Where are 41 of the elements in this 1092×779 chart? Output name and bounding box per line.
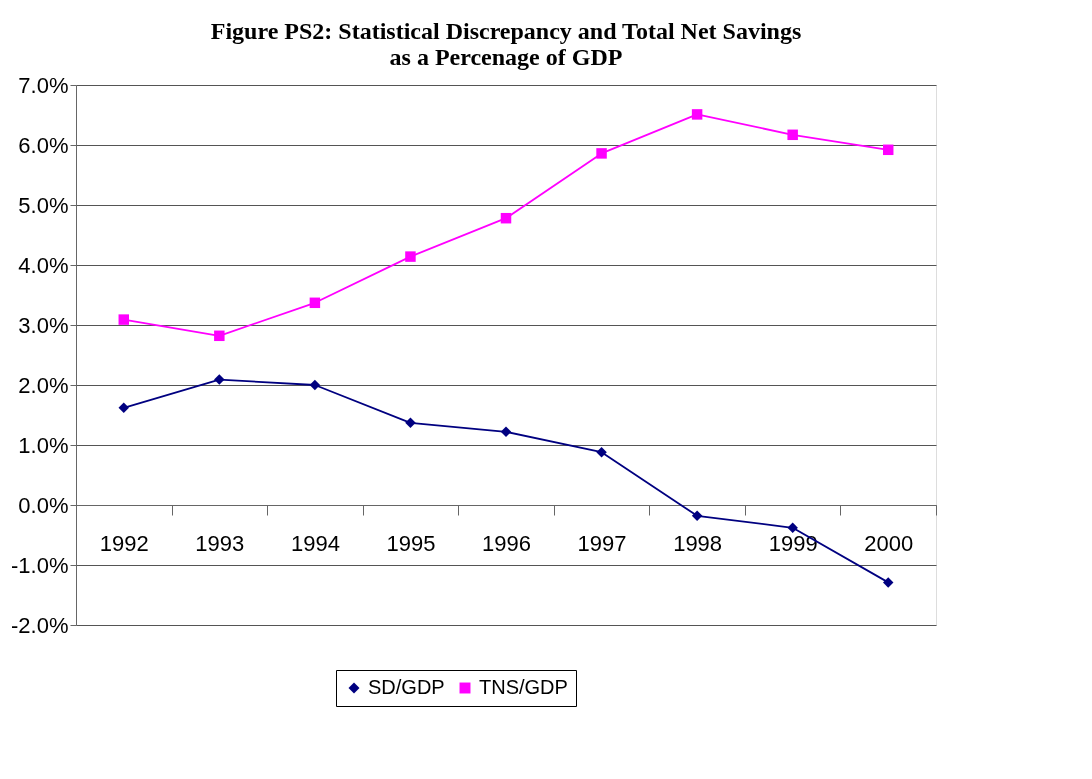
point	[596, 148, 607, 159]
x-tick-label: 1995	[386, 530, 436, 556]
point	[882, 144, 894, 156]
y-tick-label: -1.0%	[11, 552, 69, 578]
y-tick-label: 3.0%	[18, 312, 69, 338]
point	[405, 417, 416, 429]
point	[118, 314, 130, 325]
point	[691, 109, 703, 120]
y-tick-label: 0.0%	[18, 492, 69, 518]
text: Figure PS2: Statistical Discrepancy and Total Net Savings	[210, 18, 802, 44]
point	[309, 297, 321, 309]
x-tick-label: 2000	[864, 530, 914, 556]
point	[787, 129, 798, 141]
x-tick-label: 1999	[768, 530, 818, 556]
point	[309, 379, 321, 391]
point	[405, 251, 416, 262]
point	[214, 330, 225, 342]
point	[214, 374, 225, 385]
x-tick-label: 1997	[577, 530, 627, 556]
point	[500, 212, 512, 224]
point	[882, 577, 894, 588]
y-tick-label: 4.0%	[18, 252, 69, 278]
y-tick-label: -2.0%	[11, 612, 69, 638]
y-tick-label: 6.0%	[18, 132, 69, 158]
legend-label: TNS/GDP	[479, 676, 568, 698]
x-tick-label: 1994	[290, 530, 340, 556]
x-tick-label: 1996	[482, 530, 531, 556]
y-tick-label: 7.0%	[18, 72, 69, 98]
x-tick-label: 1998	[673, 530, 723, 556]
point	[500, 426, 512, 438]
y-tick-label: 2.0%	[18, 372, 69, 398]
y-tick-label: 5.0%	[18, 192, 69, 218]
text: as a Percenage of GDP	[389, 44, 623, 70]
x-tick-label: 1993	[195, 530, 245, 556]
legend-label: SD/GDP	[368, 676, 445, 698]
x-tick-label: 1992	[99, 530, 149, 556]
point	[691, 510, 703, 522]
point	[596, 446, 607, 458]
y-tick-label: 1.0%	[18, 432, 69, 458]
point	[118, 402, 130, 414]
point	[787, 522, 798, 534]
